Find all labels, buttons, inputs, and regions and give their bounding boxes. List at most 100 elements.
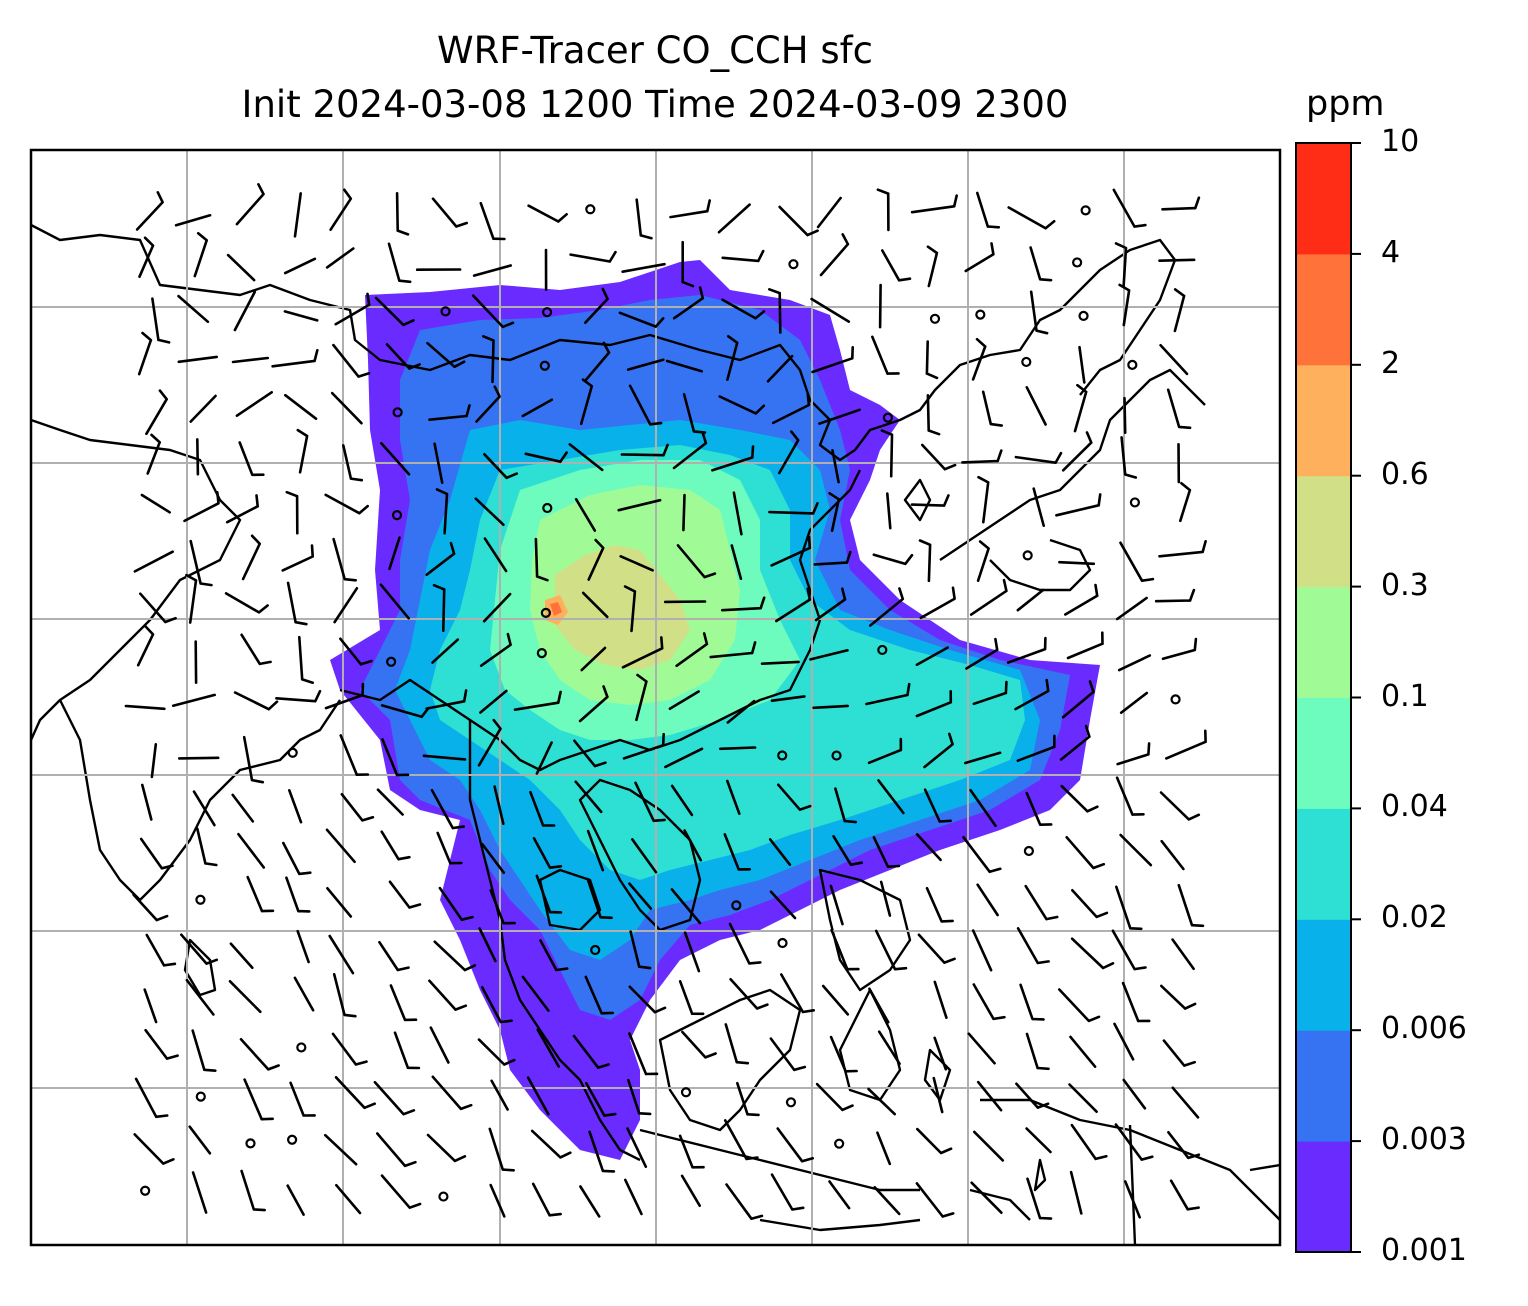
wind-barb: [177, 294, 210, 324]
wind-barb: [880, 429, 894, 478]
wind-barb: [778, 430, 800, 475]
wind-barb: [729, 978, 769, 1010]
plot-title-line-1: WRF-Tracer CO_CCH sfc: [436, 29, 873, 72]
wind-barb: [910, 194, 958, 214]
wind-barb: [283, 257, 317, 275]
wind-barb: [135, 191, 164, 231]
wind-barb: [617, 498, 662, 512]
calm-wind-marker: [287, 747, 298, 758]
wind-barb: [233, 290, 257, 332]
wind-barb: [326, 887, 353, 918]
wind-barb: [185, 573, 198, 624]
wind-barb: [196, 438, 200, 476]
wind-barb: [393, 1031, 421, 1070]
wind-barb: [579, 378, 594, 426]
calm-wind-marker: [195, 894, 206, 905]
wind-barb: [124, 704, 166, 711]
wind-barb: [281, 544, 314, 572]
calm-wind-marker: [287, 1134, 298, 1145]
wind-barb: [1025, 1127, 1052, 1154]
wind-barb: [224, 592, 269, 614]
wind-barb: [1115, 596, 1148, 621]
wind-barb: [921, 443, 957, 471]
wind-barb: [1026, 1177, 1053, 1220]
wind-barb: [665, 359, 703, 373]
wind-barb: [373, 1080, 416, 1116]
wind-barb: [829, 884, 844, 926]
wind-barb: [283, 310, 319, 322]
wind-barb: [923, 732, 954, 769]
wind-barb: [1025, 386, 1047, 426]
wind-barb: [188, 1125, 212, 1155]
wind-barb: [977, 475, 990, 524]
wind-barbs: [124, 183, 1207, 1220]
calm-wind-marker: [140, 1185, 151, 1196]
colorbar-segment: [1296, 475, 1351, 588]
wind-barb: [143, 988, 158, 1024]
coastlines: [31, 223, 1280, 1245]
wind-barb: [828, 492, 841, 532]
wind-barb: [634, 781, 666, 823]
wind-barb: [1120, 436, 1138, 479]
wind-barb: [150, 743, 158, 779]
wind-barb: [622, 732, 665, 760]
colorbar-segment: [1296, 1030, 1351, 1142]
wind-barb: [1159, 343, 1189, 376]
wind-barb: [174, 214, 212, 227]
wind-barb: [932, 1076, 944, 1114]
wind-barb: [483, 453, 519, 480]
wind-barb: [479, 632, 512, 667]
calm-wind-marker: [1129, 497, 1140, 508]
wind-barb: [572, 1034, 610, 1069]
wind-barb: [139, 592, 177, 624]
wind-barb: [241, 534, 261, 581]
wind-barb: [965, 637, 999, 670]
colorbar-segment: [1296, 808, 1351, 920]
wind-barb: [681, 1030, 717, 1059]
calm-wind-marker: [1170, 694, 1181, 705]
wind-barb: [1060, 784, 1099, 813]
wind-barb: [1006, 636, 1047, 664]
calm-wind-marker: [1072, 257, 1083, 268]
wind-barb: [821, 984, 850, 1016]
wind-barb: [1122, 1078, 1147, 1110]
calm-wind-marker: [680, 1087, 692, 1098]
wind-barb: [830, 928, 860, 971]
wind-barb: [1065, 836, 1106, 870]
wind-barb: [923, 788, 952, 823]
wind-barb: [626, 1127, 648, 1168]
wind-barb: [388, 880, 422, 909]
wind-barb: [732, 491, 743, 536]
wind-barb: [379, 583, 410, 620]
wind-barb: [374, 296, 415, 327]
colorbar-tick-label: 0.04: [1381, 789, 1448, 825]
calm-wind-marker: [929, 313, 941, 324]
wind-barb: [285, 876, 311, 913]
wind-barb: [325, 247, 355, 269]
wind-barb: [962, 836, 1002, 874]
colorbar-segment: [1296, 586, 1351, 698]
colorbar-tick-label: 0.3: [1381, 567, 1429, 603]
calm-wind-marker: [975, 309, 986, 320]
wind-barb: [588, 1130, 616, 1173]
wind-barb: [969, 789, 997, 828]
wind-barb: [235, 183, 265, 226]
wind-barb: [621, 636, 664, 669]
wind-barb: [380, 442, 411, 476]
wind-barb: [868, 987, 890, 1024]
calm-wind-marker: [296, 1042, 307, 1053]
colorbar: [1296, 142, 1361, 1253]
wind-barb: [780, 973, 815, 1014]
wind-barb: [1160, 839, 1185, 871]
wind-barb: [961, 449, 1003, 464]
wind-barb: [878, 283, 882, 329]
wind-barb: [429, 1026, 450, 1064]
wind-barb: [1007, 206, 1056, 230]
wind-barb: [670, 784, 694, 817]
wind-barb: [628, 1032, 659, 1076]
wind-barb: [717, 203, 751, 234]
wind-barb: [886, 492, 892, 530]
wind-barb: [330, 391, 363, 425]
wind-barb: [587, 538, 605, 581]
wind-barb: [721, 249, 765, 263]
